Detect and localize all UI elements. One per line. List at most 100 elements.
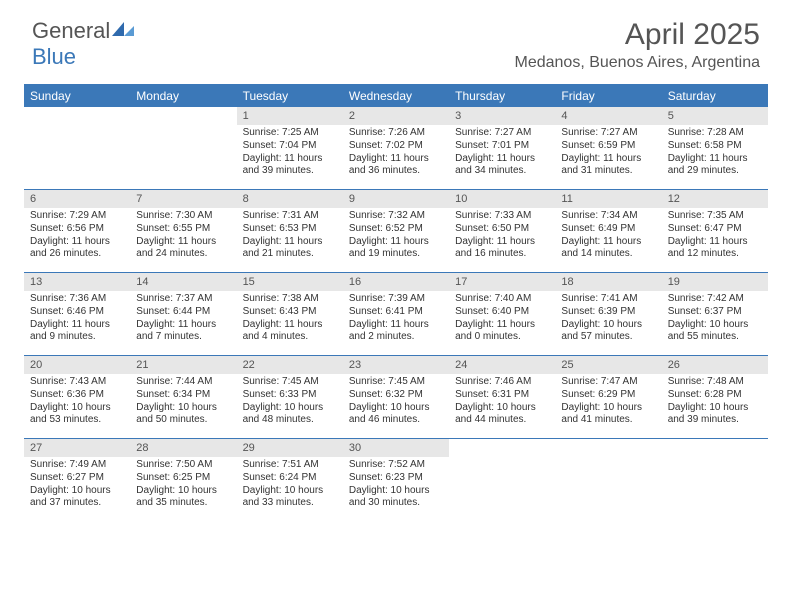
header: General Blue April 2025 Medanos, Buenos … bbox=[0, 0, 792, 76]
daylight-text: and 19 minutes. bbox=[343, 248, 449, 261]
sunset-text: Sunset: 6:24 PM bbox=[237, 472, 343, 485]
daylight-text: and 21 minutes. bbox=[237, 248, 343, 261]
sunset-text: Sunset: 7:04 PM bbox=[237, 140, 343, 153]
daylight-text: Daylight: 10 hours bbox=[24, 485, 130, 498]
day-number: 23 bbox=[343, 356, 449, 374]
daylight-text: and 39 minutes. bbox=[662, 414, 768, 427]
logo: General Blue bbox=[32, 18, 136, 70]
sunset-text: Sunset: 6:49 PM bbox=[555, 223, 661, 236]
dow-cell: Thursday bbox=[449, 86, 555, 107]
sunset-text: Sunset: 6:39 PM bbox=[555, 306, 661, 319]
week-row: 20Sunrise: 7:43 AMSunset: 6:36 PMDayligh… bbox=[24, 355, 768, 438]
day-number: 16 bbox=[343, 273, 449, 291]
sunset-text: Sunset: 6:27 PM bbox=[24, 472, 130, 485]
day-number: 3 bbox=[449, 107, 555, 125]
sunrise-text: Sunrise: 7:50 AM bbox=[130, 459, 236, 472]
day-number: 11 bbox=[555, 190, 661, 208]
sunset-text: Sunset: 6:53 PM bbox=[237, 223, 343, 236]
daylight-text: Daylight: 11 hours bbox=[343, 319, 449, 332]
logo-text-blue: Blue bbox=[32, 44, 76, 69]
daylight-text: Daylight: 10 hours bbox=[130, 485, 236, 498]
daylight-text: Daylight: 11 hours bbox=[237, 236, 343, 249]
sunset-text: Sunset: 6:40 PM bbox=[449, 306, 555, 319]
sunrise-text: Sunrise: 7:30 AM bbox=[130, 210, 236, 223]
daylight-text: Daylight: 11 hours bbox=[130, 319, 236, 332]
daylight-text: Daylight: 11 hours bbox=[24, 236, 130, 249]
title-block: April 2025 Medanos, Buenos Aires, Argent… bbox=[515, 18, 761, 72]
sunset-text: Sunset: 6:32 PM bbox=[343, 389, 449, 402]
day-number: 9 bbox=[343, 190, 449, 208]
daylight-text: and 33 minutes. bbox=[237, 497, 343, 510]
day-number: 19 bbox=[662, 273, 768, 291]
calendar: SundayMondayTuesdayWednesdayThursdayFrid… bbox=[24, 84, 768, 521]
day-cell-empty bbox=[662, 439, 768, 521]
week-row: 13Sunrise: 7:36 AMSunset: 6:46 PMDayligh… bbox=[24, 272, 768, 355]
daylight-text: Daylight: 10 hours bbox=[555, 319, 661, 332]
daylight-text: Daylight: 10 hours bbox=[555, 402, 661, 415]
daylight-text: and 53 minutes. bbox=[24, 414, 130, 427]
daylight-text: and 24 minutes. bbox=[130, 248, 236, 261]
sunset-text: Sunset: 6:46 PM bbox=[24, 306, 130, 319]
daylight-text: Daylight: 10 hours bbox=[343, 485, 449, 498]
day-cell: 12Sunrise: 7:35 AMSunset: 6:47 PMDayligh… bbox=[662, 190, 768, 272]
daylight-text: and 55 minutes. bbox=[662, 331, 768, 344]
daylight-text: Daylight: 10 hours bbox=[24, 402, 130, 415]
sunrise-text: Sunrise: 7:46 AM bbox=[449, 376, 555, 389]
sunrise-text: Sunrise: 7:37 AM bbox=[130, 293, 236, 306]
sunrise-text: Sunrise: 7:26 AM bbox=[343, 127, 449, 140]
sunset-text: Sunset: 6:56 PM bbox=[24, 223, 130, 236]
sunset-text: Sunset: 6:33 PM bbox=[237, 389, 343, 402]
sunrise-text: Sunrise: 7:31 AM bbox=[237, 210, 343, 223]
day-cell: 1Sunrise: 7:25 AMSunset: 7:04 PMDaylight… bbox=[237, 107, 343, 189]
day-cell: 26Sunrise: 7:48 AMSunset: 6:28 PMDayligh… bbox=[662, 356, 768, 438]
daylight-text: and 16 minutes. bbox=[449, 248, 555, 261]
day-cell: 6Sunrise: 7:29 AMSunset: 6:56 PMDaylight… bbox=[24, 190, 130, 272]
sunset-text: Sunset: 6:58 PM bbox=[662, 140, 768, 153]
daylight-text: and 31 minutes. bbox=[555, 165, 661, 178]
sunrise-text: Sunrise: 7:45 AM bbox=[237, 376, 343, 389]
day-number: 22 bbox=[237, 356, 343, 374]
day-number: 18 bbox=[555, 273, 661, 291]
sunrise-text: Sunrise: 7:45 AM bbox=[343, 376, 449, 389]
daylight-text: Daylight: 11 hours bbox=[449, 319, 555, 332]
daylight-text: and 12 minutes. bbox=[662, 248, 768, 261]
dow-cell: Wednesday bbox=[343, 86, 449, 107]
day-cell: 15Sunrise: 7:38 AMSunset: 6:43 PMDayligh… bbox=[237, 273, 343, 355]
sunrise-text: Sunrise: 7:39 AM bbox=[343, 293, 449, 306]
day-cell: 20Sunrise: 7:43 AMSunset: 6:36 PMDayligh… bbox=[24, 356, 130, 438]
day-cell: 24Sunrise: 7:46 AMSunset: 6:31 PMDayligh… bbox=[449, 356, 555, 438]
week-row: 6Sunrise: 7:29 AMSunset: 6:56 PMDaylight… bbox=[24, 189, 768, 272]
daylight-text: Daylight: 10 hours bbox=[130, 402, 236, 415]
daylight-text: Daylight: 11 hours bbox=[662, 153, 768, 166]
day-number: 1 bbox=[237, 107, 343, 125]
daylight-text: and 39 minutes. bbox=[237, 165, 343, 178]
day-number: 21 bbox=[130, 356, 236, 374]
day-cell: 29Sunrise: 7:51 AMSunset: 6:24 PMDayligh… bbox=[237, 439, 343, 521]
sunrise-text: Sunrise: 7:51 AM bbox=[237, 459, 343, 472]
day-cell: 19Sunrise: 7:42 AMSunset: 6:37 PMDayligh… bbox=[662, 273, 768, 355]
sunrise-text: Sunrise: 7:34 AM bbox=[555, 210, 661, 223]
sunset-text: Sunset: 6:23 PM bbox=[343, 472, 449, 485]
day-cell: 10Sunrise: 7:33 AMSunset: 6:50 PMDayligh… bbox=[449, 190, 555, 272]
day-number: 5 bbox=[662, 107, 768, 125]
day-cell: 3Sunrise: 7:27 AMSunset: 7:01 PMDaylight… bbox=[449, 107, 555, 189]
day-cell-empty bbox=[449, 439, 555, 521]
dow-cell: Monday bbox=[130, 86, 236, 107]
daylight-text: Daylight: 11 hours bbox=[449, 236, 555, 249]
sunset-text: Sunset: 6:31 PM bbox=[449, 389, 555, 402]
day-cell: 25Sunrise: 7:47 AMSunset: 6:29 PMDayligh… bbox=[555, 356, 661, 438]
week-row: 1Sunrise: 7:25 AMSunset: 7:04 PMDaylight… bbox=[24, 107, 768, 189]
day-number: 17 bbox=[449, 273, 555, 291]
sunset-text: Sunset: 6:55 PM bbox=[130, 223, 236, 236]
day-number: 14 bbox=[130, 273, 236, 291]
dow-cell: Tuesday bbox=[237, 86, 343, 107]
sunset-text: Sunset: 6:43 PM bbox=[237, 306, 343, 319]
day-cell: 23Sunrise: 7:45 AMSunset: 6:32 PMDayligh… bbox=[343, 356, 449, 438]
sunrise-text: Sunrise: 7:44 AM bbox=[130, 376, 236, 389]
day-number: 25 bbox=[555, 356, 661, 374]
sunrise-text: Sunrise: 7:42 AM bbox=[662, 293, 768, 306]
sunrise-text: Sunrise: 7:48 AM bbox=[662, 376, 768, 389]
sunrise-text: Sunrise: 7:38 AM bbox=[237, 293, 343, 306]
day-cell: 4Sunrise: 7:27 AMSunset: 6:59 PMDaylight… bbox=[555, 107, 661, 189]
day-of-week-row: SundayMondayTuesdayWednesdayThursdayFrid… bbox=[24, 86, 768, 107]
